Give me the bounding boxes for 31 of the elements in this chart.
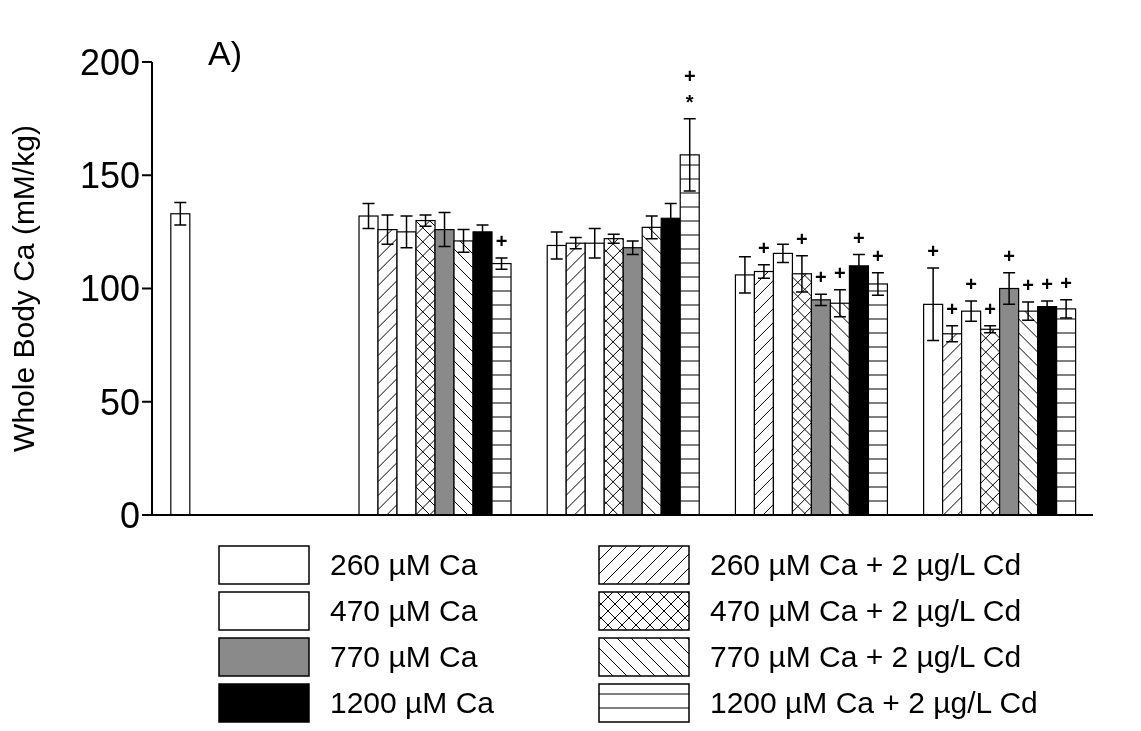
data-label: +: [984, 297, 996, 320]
y-tick-label: 150: [79, 155, 140, 197]
legend-label: 470 µM Ca + 2 µg/L Cd: [710, 594, 1022, 628]
data-label: +: [796, 227, 808, 250]
data-label: +: [853, 226, 865, 249]
annotation: A): [208, 34, 242, 73]
data-label: +: [1022, 274, 1034, 297]
data-label: +: [495, 229, 508, 252]
y-tick-label: 200: [79, 41, 140, 83]
data-label: +: [815, 266, 827, 289]
data-label: +: [1060, 271, 1072, 294]
y-tick-label: 50: [99, 381, 140, 423]
data-label: +: [758, 236, 770, 259]
data-label: + *: [683, 64, 696, 113]
data-label: +: [834, 261, 846, 284]
y-axis-title: Whole Body Ca (mM/kg): [6, 125, 40, 452]
y-tick-label: 0: [119, 494, 140, 536]
data-label: +: [965, 272, 977, 295]
data-label: +: [946, 297, 958, 320]
legend-label: 1200 µM Ca + 2 µg/L Cd: [710, 686, 1038, 720]
data-label: +: [927, 240, 939, 263]
legend-label: 470 µM Ca: [330, 594, 478, 628]
legend-label: 260 µM Ca: [330, 548, 478, 582]
legend-label: 260 µM Ca + 2 µg/L Cd: [710, 548, 1022, 582]
legend-label: 1200 µM Ca: [330, 686, 495, 720]
y-tick-label: 100: [79, 268, 140, 310]
legend-label: 770 µM Ca: [330, 640, 478, 674]
data-label: +: [1003, 244, 1015, 267]
data-label: +: [872, 244, 884, 267]
legend-label: 770 µM Ca + 2 µg/L Cd: [710, 640, 1022, 674]
data-label: +: [1041, 272, 1053, 295]
